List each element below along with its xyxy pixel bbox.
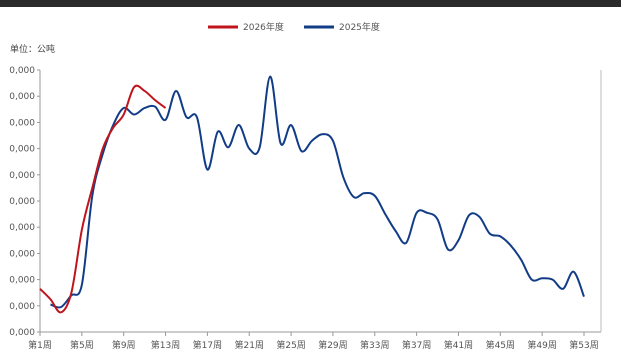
legend-item-2026[interactable]: 2026年度 (208, 21, 284, 33)
top-bar (0, 0, 621, 7)
x-tick-label: 第33周 (360, 339, 389, 351)
x-tick-label: 第1周 (28, 339, 52, 351)
legend-label-2026: 2026年度 (243, 21, 284, 33)
x-tick-label: 第25周 (276, 339, 305, 351)
y-tick-label: 0,000 (9, 145, 35, 155)
y-tick-label: 0,000 (9, 92, 35, 102)
legend-label-2025: 2025年度 (339, 21, 380, 33)
legend: 2026年度 2025年度 (208, 21, 380, 33)
y-tick-label: 0,000 (9, 328, 35, 338)
y-tick-label: 0,000 (9, 302, 35, 312)
y-tick-label: 0,000 (9, 118, 35, 128)
y-tick-label: 0,000 (9, 66, 35, 76)
x-tick-label: 第21周 (235, 339, 264, 351)
x-tick-label: 第37周 (402, 339, 431, 351)
series-line-2025 (50, 75, 585, 309)
x-axis-ticks: 第1周 第5周 第9周 第13周 第17周 第21周 第25周 第29周 第33周 第37周 第41… (28, 332, 599, 351)
y-tick-label: 0,000 (9, 249, 35, 259)
unit-label: 单位：公吨 (10, 43, 55, 55)
x-tick-label: 第5周 (70, 339, 94, 351)
y-tick-label: 0,000 (9, 171, 35, 181)
x-tick-label: 第9周 (112, 339, 136, 351)
series-line-2026 (39, 84, 167, 314)
x-tick-label: 第53周 (569, 339, 598, 351)
y-axis-ticks: 0,000 0,000 0,000 0,000 0,000 0,000 0,000 0,000… (9, 66, 40, 338)
y-tick-label: 0,000 (9, 197, 35, 207)
x-tick-label: 第13周 (151, 339, 180, 351)
legend-item-2025[interactable]: 2025年度 (304, 21, 380, 33)
x-tick-label: 第49周 (527, 339, 556, 351)
y-tick-label: 0,000 (9, 276, 35, 286)
x-tick-label: 第45周 (486, 339, 515, 351)
y-tick-label: 0,000 (9, 223, 35, 233)
x-tick-label: 第29周 (318, 339, 347, 351)
x-tick-label: 第17周 (193, 339, 222, 351)
x-tick-label: 第41周 (444, 339, 473, 351)
series-lines (39, 75, 585, 314)
